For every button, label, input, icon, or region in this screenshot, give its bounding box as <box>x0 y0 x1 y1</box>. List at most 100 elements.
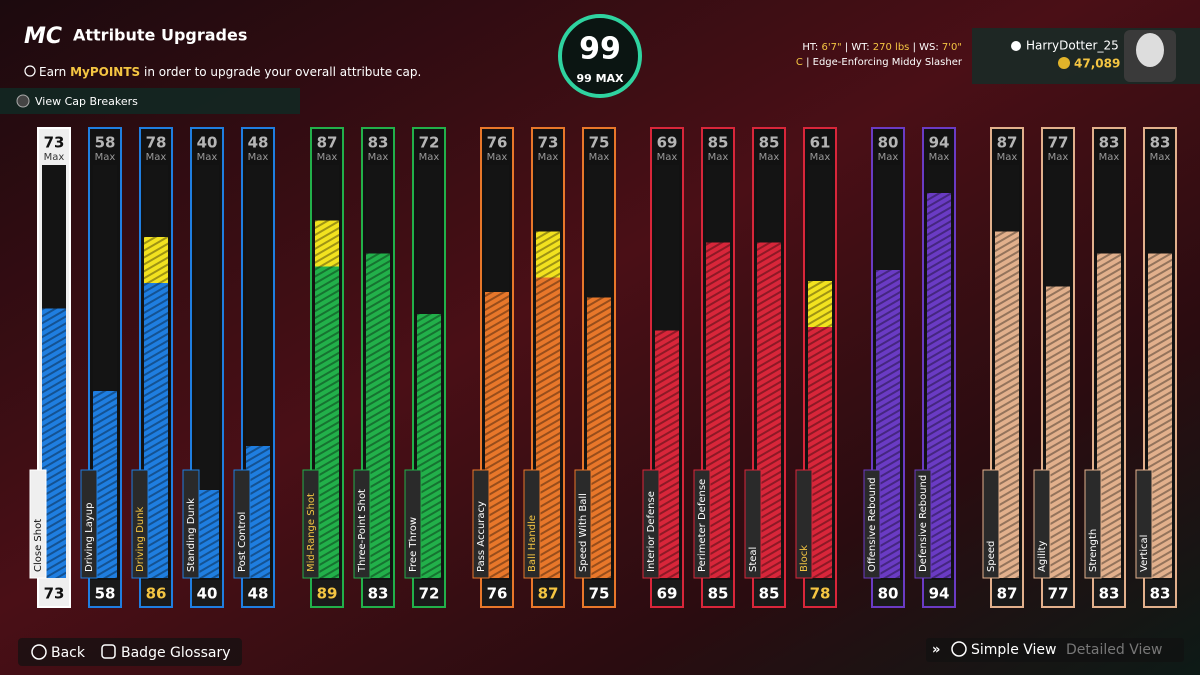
max-label: Max <box>1099 152 1120 163</box>
attribute-value: 83 <box>368 585 389 603</box>
max-value: 83 <box>368 134 389 152</box>
info-highlight: MyPOINTS <box>70 65 140 79</box>
back-icon <box>31 644 47 660</box>
attribute-name: Perimeter Defense <box>697 479 708 572</box>
vc: 47,089 <box>1074 57 1120 71</box>
max-label: Max <box>95 152 116 163</box>
attribute-value: 77 <box>1048 585 1069 603</box>
attribute-name: Mid-Range Shot <box>306 493 317 572</box>
value-box <box>482 580 512 606</box>
name-plate <box>982 469 1000 579</box>
attribute-value: 83 <box>1150 585 1171 603</box>
cap-breakers-bar <box>0 88 300 114</box>
max-value: 85 <box>708 134 729 152</box>
value-box <box>924 580 954 606</box>
max-label: Max <box>878 152 899 163</box>
max-value: 40 <box>197 134 218 152</box>
name-plate <box>131 469 149 579</box>
name-plate <box>353 469 371 579</box>
max-label: Max <box>810 152 831 163</box>
simple-view-icon <box>951 641 967 657</box>
ht-label: HT: <box>802 42 818 53</box>
attribute-value: 85 <box>708 585 729 603</box>
name-plate <box>795 469 813 579</box>
attribute-name: Ball Handle <box>527 515 538 572</box>
max-value: 69 <box>657 134 678 152</box>
max-label: Max <box>708 152 729 163</box>
attribute-name: Close Shot <box>33 519 44 572</box>
attribute-name: Offensive Rebound <box>867 477 878 572</box>
title: Attribute Upgrades <box>73 26 247 45</box>
vc-icon <box>1058 57 1070 69</box>
value-box <box>992 580 1022 606</box>
attribute-name: Block <box>799 545 810 572</box>
max-value: 83 <box>1099 134 1120 152</box>
max-value: 61 <box>810 134 831 152</box>
max-value: 78 <box>146 134 167 152</box>
attribute-value: 48 <box>248 585 269 603</box>
attribute-name: Defensive Rebound <box>918 475 929 572</box>
value-box <box>805 580 835 606</box>
attribute-name: Strength <box>1088 529 1099 572</box>
info-icon <box>24 65 36 77</box>
back[interactable]: Back <box>51 645 86 661</box>
max-value: 72 <box>419 134 440 152</box>
attribute-value: 89 <box>317 585 338 603</box>
value-box <box>754 580 784 606</box>
badge-glossary[interactable]: Badge Glossary <box>121 645 231 661</box>
cap-breakers-icon <box>16 94 30 108</box>
max-value: 73 <box>538 134 559 152</box>
info-pre: Earn <box>39 65 70 79</box>
value-box <box>414 580 444 606</box>
attribute-value: 87 <box>538 585 559 603</box>
max-value: 76 <box>487 134 508 152</box>
max-value: 87 <box>317 134 338 152</box>
max-label: Max <box>1150 152 1171 163</box>
max-label: Max <box>317 152 338 163</box>
name-plate <box>1135 469 1153 579</box>
value-box <box>243 580 273 606</box>
view-arrows: » <box>932 643 940 658</box>
attribute-name: Speed <box>986 541 997 572</box>
ws-label: WS: <box>919 42 939 53</box>
value-box <box>652 580 682 606</box>
value-box <box>1145 580 1175 606</box>
max-value: 83 <box>1150 134 1171 152</box>
attribute-value: 80 <box>878 585 899 603</box>
attribute-value: 76 <box>487 585 508 603</box>
max-label: Max <box>1048 152 1069 163</box>
attribute-value: 86 <box>146 585 167 603</box>
cap-breakers[interactable]: View Cap Breakers <box>35 95 138 108</box>
max-label: Max <box>929 152 950 163</box>
simple-view[interactable]: Simple View <box>971 642 1056 658</box>
player-measurements: HT: 6'7" | WT: 270 lbs | WS: 7'0" <box>802 42 962 53</box>
attribute-value: 72 <box>419 585 440 603</box>
name-plate <box>642 469 660 579</box>
max-value: 73 <box>44 134 65 152</box>
ht: 6'7" <box>822 42 842 53</box>
attribute-value: 69 <box>657 585 678 603</box>
name-plate <box>523 469 541 579</box>
max-value: 87 <box>997 134 1018 152</box>
max-label: Max <box>997 152 1018 163</box>
attribute-name: Vertical <box>1139 535 1150 572</box>
value-box <box>312 580 342 606</box>
attribute-value: 94 <box>929 585 950 603</box>
player-archetype-line: C | Edge-Enforcing Middy Slasher <box>796 57 963 68</box>
platform-icon <box>1011 41 1021 51</box>
avatar-head <box>1136 33 1164 67</box>
name-plate <box>302 469 320 579</box>
attribute-name: Driving Dunk <box>135 506 146 572</box>
attribute-name: Free Throw <box>408 517 419 572</box>
detailed-view[interactable]: Detailed View <box>1066 642 1162 658</box>
upgrade-stripes <box>536 231 560 278</box>
name-plate <box>914 469 932 579</box>
max-label: Max <box>538 152 559 163</box>
username: HarryDotter_25 <box>1026 39 1119 53</box>
max-value: 58 <box>95 134 116 152</box>
overall-ring <box>558 14 642 98</box>
name-plate <box>80 469 98 579</box>
name-plate <box>472 469 490 579</box>
